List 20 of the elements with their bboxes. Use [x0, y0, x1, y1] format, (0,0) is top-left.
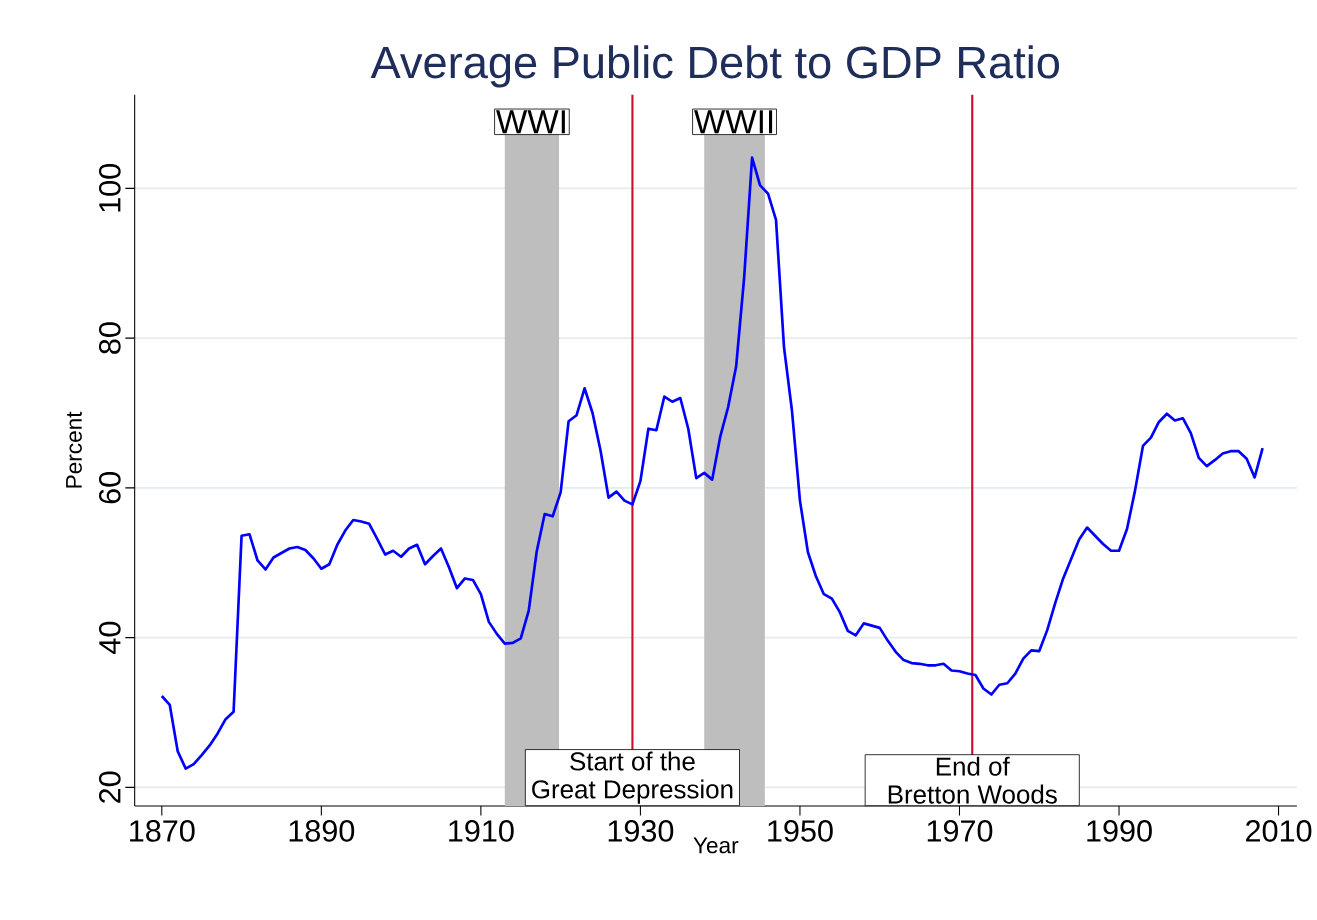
chart-title: Average Public Debt to GDP Ratio: [370, 45, 1060, 88]
y-tick-label: 40: [99, 621, 121, 654]
x-tick-label: 1950: [768, 820, 833, 842]
x-axis-title: Year: [693, 837, 739, 854]
x-tick-label: 1890: [289, 820, 355, 842]
y-tick-label: 60: [99, 472, 121, 504]
x-tick-label: 1930: [608, 820, 674, 842]
ref-line-label: Start of the Great Depression: [532, 751, 733, 804]
y-tick-label: 100: [99, 164, 121, 212]
ref-line-label: End of Bretton Woods: [888, 756, 1057, 804]
x-tick-label: 1910: [449, 820, 514, 842]
x-tick-label: 2010: [1246, 820, 1312, 842]
band-label: WWII: [694, 110, 773, 134]
y-axis-title: Percent: [66, 411, 82, 488]
y-tick-label: 20: [99, 771, 121, 803]
band-label: WWI: [496, 110, 565, 134]
y-tick-label: 80: [99, 322, 121, 354]
x-tick-label: 1870: [130, 820, 195, 842]
x-tick-label: 1990: [1087, 820, 1152, 842]
x-tick-label: 1970: [927, 820, 993, 842]
